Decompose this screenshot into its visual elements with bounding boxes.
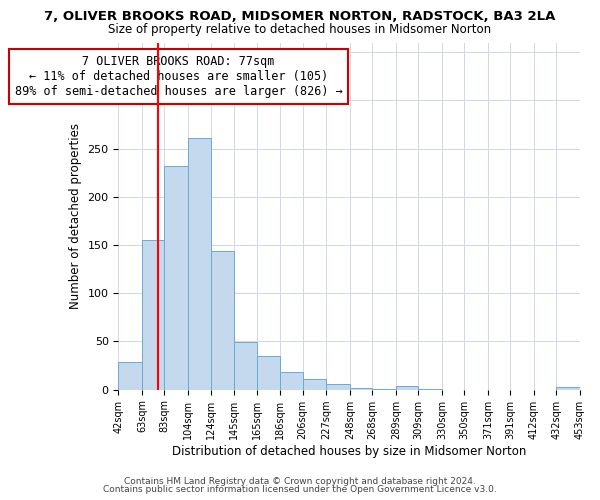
Bar	[118, 362, 142, 390]
Bar	[372, 389, 396, 390]
Bar	[211, 251, 234, 390]
Text: Contains HM Land Registry data © Crown copyright and database right 2024.: Contains HM Land Registry data © Crown c…	[124, 477, 476, 486]
X-axis label: Distribution of detached houses by size in Midsomer Norton: Distribution of detached houses by size …	[172, 444, 526, 458]
Bar	[326, 384, 350, 390]
Bar	[280, 372, 302, 390]
Bar	[257, 356, 280, 390]
Text: 7 OLIVER BROOKS ROAD: 77sqm
← 11% of detached houses are smaller (105)
89% of se: 7 OLIVER BROOKS ROAD: 77sqm ← 11% of det…	[14, 54, 343, 98]
Y-axis label: Number of detached properties: Number of detached properties	[69, 123, 82, 309]
Bar	[350, 388, 372, 390]
Bar	[418, 389, 442, 390]
Bar	[234, 342, 257, 390]
Bar	[302, 379, 326, 390]
Bar	[396, 386, 418, 390]
Bar	[556, 387, 580, 390]
Text: Size of property relative to detached houses in Midsomer Norton: Size of property relative to detached ho…	[109, 22, 491, 36]
Bar	[188, 138, 211, 390]
Text: 7, OLIVER BROOKS ROAD, MIDSOMER NORTON, RADSTOCK, BA3 2LA: 7, OLIVER BROOKS ROAD, MIDSOMER NORTON, …	[44, 10, 556, 23]
Bar	[164, 166, 188, 390]
Bar	[142, 240, 164, 390]
Text: Contains public sector information licensed under the Open Government Licence v3: Contains public sector information licen…	[103, 484, 497, 494]
